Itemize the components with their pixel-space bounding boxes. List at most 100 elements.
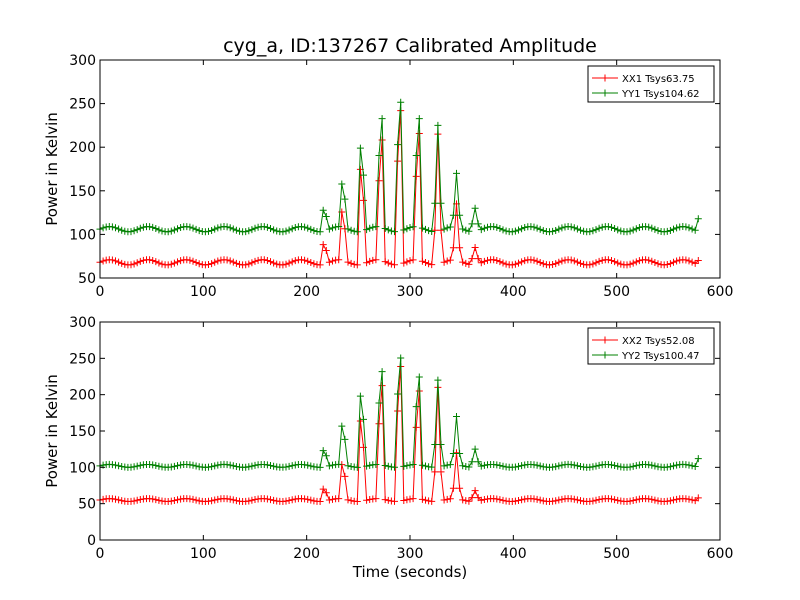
data-point <box>570 461 578 469</box>
data-point <box>425 227 433 235</box>
data-point <box>369 256 377 264</box>
y-tick-label: 100 <box>69 227 96 243</box>
data-point <box>115 225 123 233</box>
data-point <box>285 259 293 267</box>
x-tick-label: 400 <box>500 546 527 562</box>
data-point <box>226 495 234 503</box>
data-point <box>589 463 597 471</box>
data-point <box>459 258 467 266</box>
data-point <box>304 461 312 469</box>
data-point <box>273 260 281 268</box>
data-point <box>428 228 436 236</box>
data-point <box>205 261 212 269</box>
data-point <box>245 227 253 235</box>
data-point <box>666 260 674 268</box>
legend-marker <box>601 336 609 344</box>
data-point <box>685 224 693 232</box>
data-point <box>208 463 216 471</box>
data-point <box>694 215 702 223</box>
data-point <box>189 257 197 265</box>
data-point <box>360 196 367 204</box>
data-point <box>577 259 584 267</box>
data-point <box>356 392 364 400</box>
data-point <box>558 224 566 232</box>
x-tick-label: 200 <box>293 546 320 562</box>
data-point <box>626 463 634 471</box>
data-point <box>282 497 290 505</box>
data-point <box>511 497 519 505</box>
data-point <box>307 225 315 233</box>
data-point <box>205 497 212 505</box>
data-point <box>344 462 352 470</box>
data-point <box>149 223 157 231</box>
data-point <box>155 496 163 504</box>
data-point <box>149 495 157 503</box>
data-point <box>502 260 510 268</box>
data-point <box>477 259 485 267</box>
legend-marker <box>601 351 609 359</box>
data-point <box>214 224 222 232</box>
data-point <box>449 211 457 219</box>
data-point <box>329 461 336 469</box>
data-point <box>471 204 479 212</box>
data-point <box>316 228 324 236</box>
data-point <box>170 462 178 470</box>
data-point <box>267 496 274 504</box>
data-point <box>604 223 612 231</box>
data-point <box>347 462 355 470</box>
data-point <box>248 462 256 470</box>
data-point <box>353 463 361 471</box>
data-point <box>549 463 557 471</box>
data-point <box>322 452 330 460</box>
data-point <box>465 260 473 268</box>
data-point <box>468 494 476 502</box>
data-point <box>363 226 371 234</box>
data-point <box>366 461 374 469</box>
y-tick-label: 300 <box>69 315 96 331</box>
data-point <box>632 496 640 504</box>
data-point <box>595 496 603 504</box>
data-point <box>381 258 389 266</box>
data-point <box>118 497 126 505</box>
data-point <box>406 224 414 232</box>
data-point <box>412 151 420 159</box>
data-point <box>468 220 476 228</box>
data-point <box>645 495 653 503</box>
x-tick-label: 300 <box>397 546 424 562</box>
series-markers-yy1 <box>96 98 702 236</box>
data-point <box>604 256 612 264</box>
legend-marker <box>601 89 609 97</box>
data-point <box>685 461 693 469</box>
data-point <box>567 223 575 231</box>
data-point <box>490 256 498 264</box>
data-point <box>449 244 457 252</box>
data-point <box>391 463 398 471</box>
data-point <box>409 461 417 469</box>
data-point <box>499 259 507 267</box>
data-point <box>338 422 346 430</box>
data-point <box>632 225 640 233</box>
data-point <box>651 225 659 233</box>
data-point <box>254 256 262 264</box>
data-point <box>629 259 637 267</box>
data-point <box>666 226 674 234</box>
data-point <box>372 256 380 264</box>
data-point <box>232 462 240 470</box>
data-point <box>629 462 637 470</box>
data-point <box>515 226 522 234</box>
data-point <box>381 225 389 233</box>
data-point <box>288 496 296 504</box>
data-point <box>167 497 175 505</box>
data-point <box>329 224 336 232</box>
data-point <box>174 462 181 470</box>
data-point <box>471 487 479 495</box>
data-point <box>446 256 454 264</box>
legend-box <box>587 327 715 365</box>
data-point <box>465 497 473 505</box>
data-point <box>291 257 299 265</box>
data-point <box>174 225 181 233</box>
data-point <box>347 226 355 234</box>
data-point <box>443 495 451 503</box>
data-point <box>635 257 643 265</box>
data-point <box>428 497 436 505</box>
